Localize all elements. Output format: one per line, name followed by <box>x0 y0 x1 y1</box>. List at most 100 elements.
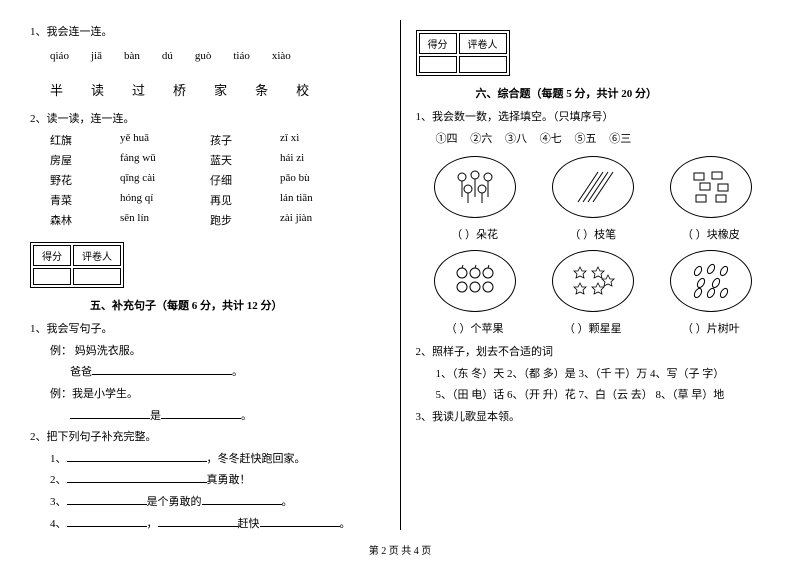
match-row: 房屋 fáng wū 蓝天 hái zi <box>50 152 385 168</box>
apples-icon <box>434 250 516 312</box>
s5q2-l4: 4、 ， 赶快 。 <box>50 516 385 534</box>
text: 爸爸 <box>70 366 92 378</box>
r-q1-title: 1、我会数一数，选择填空。（只填序号） <box>416 109 771 127</box>
match-b: fáng wū <box>120 152 210 168</box>
text: 。 <box>232 366 243 378</box>
text: 。 <box>241 410 252 422</box>
match-d: lán tiān <box>280 192 360 208</box>
blank <box>67 472 207 483</box>
match-row: 野花 qīng cài 仔细 pǎo bù <box>50 172 385 188</box>
match-b: hóng qí <box>120 192 210 208</box>
hanzi-item: 条 <box>255 80 268 99</box>
match-d: hái zi <box>280 152 360 168</box>
caption-row-2: （ ）个苹果 （ ）颗星星 （ ）片树叶 <box>416 320 771 336</box>
grader-label: 评卷人 <box>459 33 507 54</box>
r-q1-options: ①四 ②六 ③八 ④七 ⑤五 ⑥三 <box>436 131 771 149</box>
leaves-icon <box>670 250 752 312</box>
match-d: zài jiàn <box>280 212 360 228</box>
erasers-icon <box>670 156 752 218</box>
blank <box>67 494 147 505</box>
text: 。 <box>282 496 293 508</box>
pinyin-item: jiā <box>91 50 102 62</box>
blank <box>158 516 238 527</box>
image-row-1 <box>416 156 771 218</box>
blank <box>161 408 241 419</box>
match-c: 再见 <box>210 192 280 208</box>
match-a: 红旗 <box>50 132 120 148</box>
stars-icon <box>552 250 634 312</box>
r-q2-title: 2、照样子，划去不合适的词 <box>416 344 771 362</box>
text: 。 <box>340 518 351 530</box>
flowers-icon <box>434 156 516 218</box>
match-a: 房屋 <box>50 152 120 168</box>
score-box: 得分 评卷人 <box>416 30 510 76</box>
blank <box>202 494 282 505</box>
caption: （ ）朵花 <box>435 226 515 242</box>
idx: 3、 <box>50 496 67 508</box>
caption: （ ）颗星星 <box>553 320 633 336</box>
score-label: 得分 <box>419 33 457 54</box>
match-d: zǐ xì <box>280 132 360 148</box>
match-c: 孩子 <box>210 132 280 148</box>
match-b: yě huā <box>120 132 210 148</box>
idx: 1、 <box>50 453 67 465</box>
match-c: 跑步 <box>210 212 280 228</box>
s5q1-ex2: 例：我是小学生。 <box>50 386 385 404</box>
r-q2-l2: 5、（田 电）话 6、（开 升）花 7、白（云 去） 8、（草 早）地 <box>436 387 771 405</box>
hanzi-item: 桥 <box>173 80 186 99</box>
caption: （ ）个苹果 <box>435 320 515 336</box>
s5q2-l1: 1、 ，冬冬赶快跑回家。 <box>50 451 385 469</box>
hanzi-item: 校 <box>296 80 309 99</box>
blank <box>67 451 207 462</box>
q2-rows: 红旗 yě huā 孩子 zǐ xì 房屋 fáng wū 蓝天 hái zi … <box>30 132 385 228</box>
q1-pinyin-row: qiáo jiā bàn dú guò tiáo xiào <box>50 50 385 62</box>
blank <box>92 364 232 375</box>
text: ，冬冬赶快跑回家。 <box>207 453 306 465</box>
match-row: 青菜 hóng qí 再见 lán tiān <box>50 192 385 208</box>
pinyin-item: tiáo <box>233 50 250 62</box>
text: 真勇敢！ <box>207 474 251 486</box>
idx: 2、 <box>50 474 67 486</box>
caption: （ ）块橡皮 <box>671 226 751 242</box>
match-b: sēn lín <box>120 212 210 228</box>
caption: （ ）枝笔 <box>553 226 633 242</box>
blank <box>260 516 340 527</box>
s5q2-l2: 2、 真勇敢！ <box>50 472 385 490</box>
text: 是个勇敢的 <box>147 496 202 508</box>
text: ， <box>147 518 158 530</box>
s5q1-line1: 爸爸 。 <box>70 364 385 382</box>
match-c: 仔细 <box>210 172 280 188</box>
match-row: 红旗 yě huā 孩子 zǐ xì <box>50 132 385 148</box>
hanzi-item: 家 <box>214 80 227 99</box>
s5q2-title: 2、把下列句子补充完整。 <box>30 429 385 447</box>
pencils-icon <box>552 156 634 218</box>
idx: 4、 <box>50 518 67 530</box>
page-footer: 第 2 页 共 4 页 <box>0 542 800 557</box>
blank <box>67 516 147 527</box>
caption: （ ）片树叶 <box>671 320 751 336</box>
blank <box>70 408 150 419</box>
section5-title: 五、补充句子（每题 6 分，共计 12 分） <box>90 297 385 313</box>
s5q2-l3: 3、 是个勇敢的 。 <box>50 494 385 512</box>
text: 赶快 <box>238 518 260 530</box>
text: 是 <box>150 410 161 422</box>
q1-hanzi-row: 半 读 过 桥 家 条 校 <box>50 80 385 99</box>
caption-row-1: （ ）朵花 （ ）枝笔 （ ）块橡皮 <box>416 226 771 242</box>
image-row-2 <box>416 250 771 312</box>
match-b: qīng cài <box>120 172 210 188</box>
match-a: 青菜 <box>50 192 120 208</box>
hanzi-item: 半 <box>50 80 63 99</box>
pinyin-item: xiào <box>272 50 291 62</box>
pinyin-item: guò <box>195 50 212 62</box>
section6-title: 六、综合题（每题 5 分，共计 20 分） <box>476 85 771 101</box>
s5q1-line2: 是。 <box>70 408 385 426</box>
match-c: 蓝天 <box>210 152 280 168</box>
r-q3-title: 3、我读儿歌显本领。 <box>416 409 771 427</box>
hanzi-item: 过 <box>132 80 145 99</box>
s5q1-title: 1、我会写句子。 <box>30 321 385 339</box>
grader-label: 评卷人 <box>73 245 121 266</box>
match-a: 野花 <box>50 172 120 188</box>
pinyin-item: qiáo <box>50 50 69 62</box>
worksheet-page: 1、我会连一连。 qiáo jiā bàn dú guò tiáo xiào 半… <box>0 0 800 540</box>
match-d: pǎo bù <box>280 172 360 188</box>
